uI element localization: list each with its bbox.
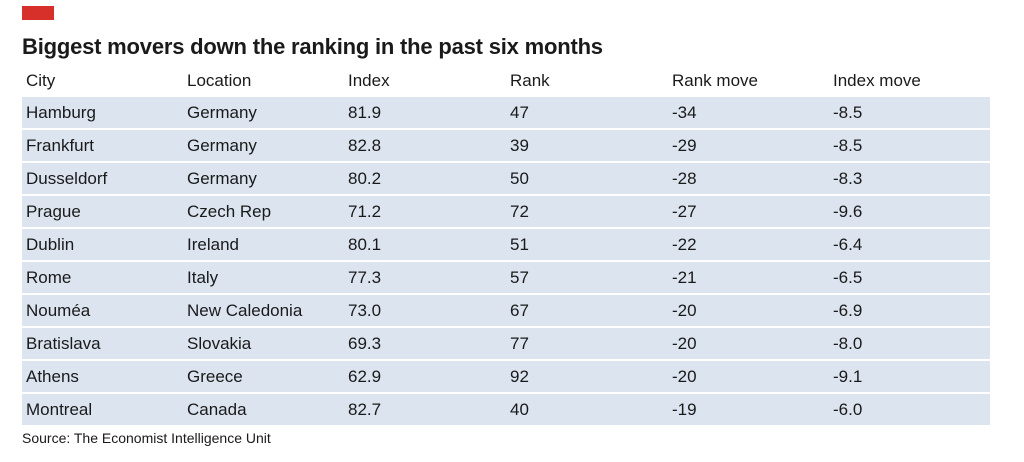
cell-city: Athens — [22, 361, 183, 394]
cell-location: Slovakia — [183, 328, 344, 361]
cell-rank: 92 — [506, 361, 668, 394]
cell-rank: 77 — [506, 328, 668, 361]
cell-index: 62.9 — [344, 361, 506, 394]
cell-rank: 40 — [506, 394, 668, 427]
cell-city: Bratislava — [22, 328, 183, 361]
cell-index: 82.8 — [344, 130, 506, 163]
cell-location: Czech Rep — [183, 196, 344, 229]
column-header-city: City — [26, 70, 56, 90]
cell-index: 77.3 — [344, 262, 506, 295]
cell-location: Ireland — [183, 229, 344, 262]
cell-index: 82.7 — [344, 394, 506, 427]
table-row: Frankfurt Germany 82.8 39 -29 -8.5 — [22, 130, 990, 163]
cell-index-move: -8.5 — [829, 97, 990, 130]
cell-index: 71.2 — [344, 196, 506, 229]
table-row: Prague Czech Rep 71.2 72 -27 -9.6 — [22, 196, 990, 229]
cell-location: Germany — [183, 130, 344, 163]
cell-location: Germany — [183, 163, 344, 196]
cell-city: Hamburg — [22, 97, 183, 130]
chart-title: Biggest movers down the ranking in the p… — [22, 34, 603, 59]
table-row: Dublin Ireland 80.1 51 -22 -6.4 — [22, 229, 990, 262]
cell-city: Frankfurt — [22, 130, 183, 163]
cell-index: 69.3 — [344, 328, 506, 361]
column-header-index-move: Index move — [833, 70, 921, 90]
cell-rank: 51 — [506, 229, 668, 262]
cell-rank: 57 — [506, 262, 668, 295]
cell-city: Nouméa — [22, 295, 183, 328]
table-row: Nouméa New Caledonia 73.0 67 -20 -6.9 — [22, 295, 990, 328]
cell-rank-move: -20 — [668, 295, 829, 328]
table-body: Hamburg Germany 81.9 47 -34 -8.5 Frankfurt Germ… — [22, 97, 990, 427]
column-header-rank: Rank — [510, 70, 550, 90]
cell-location: Germany — [183, 97, 344, 130]
cell-index-move: -9.1 — [829, 361, 990, 394]
cell-location: New Caledonia — [183, 295, 344, 328]
cell-index-move: -8.3 — [829, 163, 990, 196]
cell-city: Prague — [22, 196, 183, 229]
cell-city: Rome — [22, 262, 183, 295]
cell-rank-move: -27 — [668, 196, 829, 229]
column-header-rank-move: Rank move — [672, 70, 758, 90]
movers-table: City Location Index Rank Rank move Index… — [22, 64, 990, 427]
cell-rank: 50 — [506, 163, 668, 196]
cell-rank: 72 — [506, 196, 668, 229]
table-row: Bratislava Slovakia 69.3 77 -20 -8.0 — [22, 328, 990, 361]
cell-index-move: -8.5 — [829, 130, 990, 163]
cell-rank-move: -28 — [668, 163, 829, 196]
cell-rank: 67 — [506, 295, 668, 328]
cell-location: Canada — [183, 394, 344, 427]
table-row: Rome Italy 77.3 57 -21 -6.5 — [22, 262, 990, 295]
column-header-location: Location — [187, 70, 252, 90]
source-note: Source: The Economist Intelligence Unit — [22, 430, 271, 446]
accent-tag — [22, 6, 54, 20]
cell-index: 80.2 — [344, 163, 506, 196]
cell-rank-move: -20 — [668, 361, 829, 394]
cell-rank-move: -19 — [668, 394, 829, 427]
cell-index-move: -6.5 — [829, 262, 990, 295]
table-row: Athens Greece 62.9 92 -20 -9.1 — [22, 361, 990, 394]
cell-city: Dusseldorf — [22, 163, 183, 196]
cell-location: Greece — [183, 361, 344, 394]
cell-rank-move: -20 — [668, 328, 829, 361]
table-row: Dusseldorf Germany 80.2 50 -28 -8.3 — [22, 163, 990, 196]
cell-index-move: -8.0 — [829, 328, 990, 361]
cell-index-move: -6.4 — [829, 229, 990, 262]
cell-rank-move: -22 — [668, 229, 829, 262]
cell-index-move: -9.6 — [829, 196, 990, 229]
cell-location: Italy — [183, 262, 344, 295]
cell-index: 73.0 — [344, 295, 506, 328]
cell-rank: 39 — [506, 130, 668, 163]
table-row: Montreal Canada 82.7 40 -19 -6.0 — [22, 394, 990, 427]
cell-city: Dublin — [22, 229, 183, 262]
cell-rank-move: -29 — [668, 130, 829, 163]
cell-city: Montreal — [22, 394, 183, 427]
cell-index: 81.9 — [344, 97, 506, 130]
cell-rank: 47 — [506, 97, 668, 130]
cell-index-move: -6.0 — [829, 394, 990, 427]
column-header-index: Index — [348, 70, 390, 90]
table-row: Hamburg Germany 81.9 47 -34 -8.5 — [22, 97, 990, 130]
cell-index-move: -6.9 — [829, 295, 990, 328]
cell-rank-move: -21 — [668, 262, 829, 295]
table-header-row: City Location Index Rank Rank move Index… — [22, 64, 990, 97]
cell-rank-move: -34 — [668, 97, 829, 130]
cell-index: 80.1 — [344, 229, 506, 262]
